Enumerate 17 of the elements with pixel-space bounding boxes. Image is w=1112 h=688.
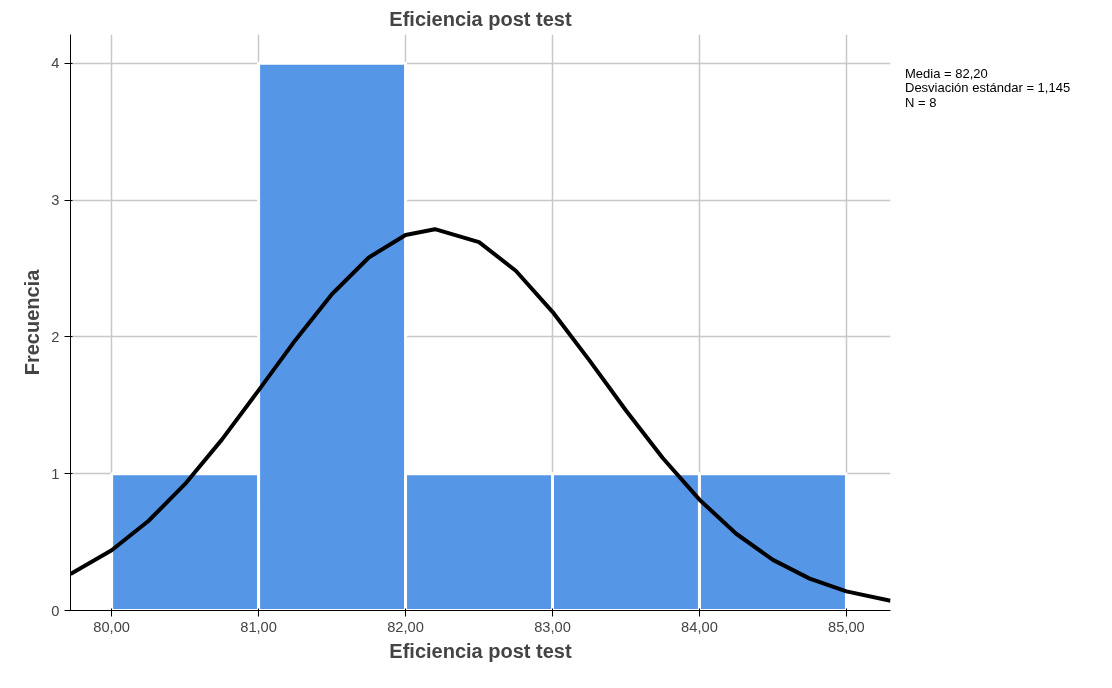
x-tick-label: 81,00 bbox=[240, 618, 277, 635]
y-tick-label: 4 bbox=[51, 55, 60, 72]
y-tick-label: 3 bbox=[51, 192, 60, 209]
text: N = 8 bbox=[905, 94, 937, 110]
y-axis-title: Frecuencia bbox=[21, 268, 44, 376]
x-tick-label: 82,00 bbox=[387, 618, 424, 635]
y-tick-label: 0 bbox=[51, 602, 60, 619]
x-tick-label: 80,00 bbox=[93, 618, 130, 635]
y-tick-label: 1 bbox=[51, 465, 60, 482]
x-tick-label: 83,00 bbox=[534, 618, 571, 635]
text: Desviación estándar = 1,145 bbox=[905, 80, 1071, 96]
chart-title: Eficiencia post test bbox=[389, 7, 572, 30]
text: Media = 82,20 bbox=[905, 66, 988, 81]
y-tick-label: 2 bbox=[51, 328, 60, 345]
x-tick-label: 84,00 bbox=[681, 618, 718, 635]
x-tick-label: 85,00 bbox=[828, 618, 865, 635]
x-axis-title: Eficiencia post test bbox=[389, 639, 572, 662]
